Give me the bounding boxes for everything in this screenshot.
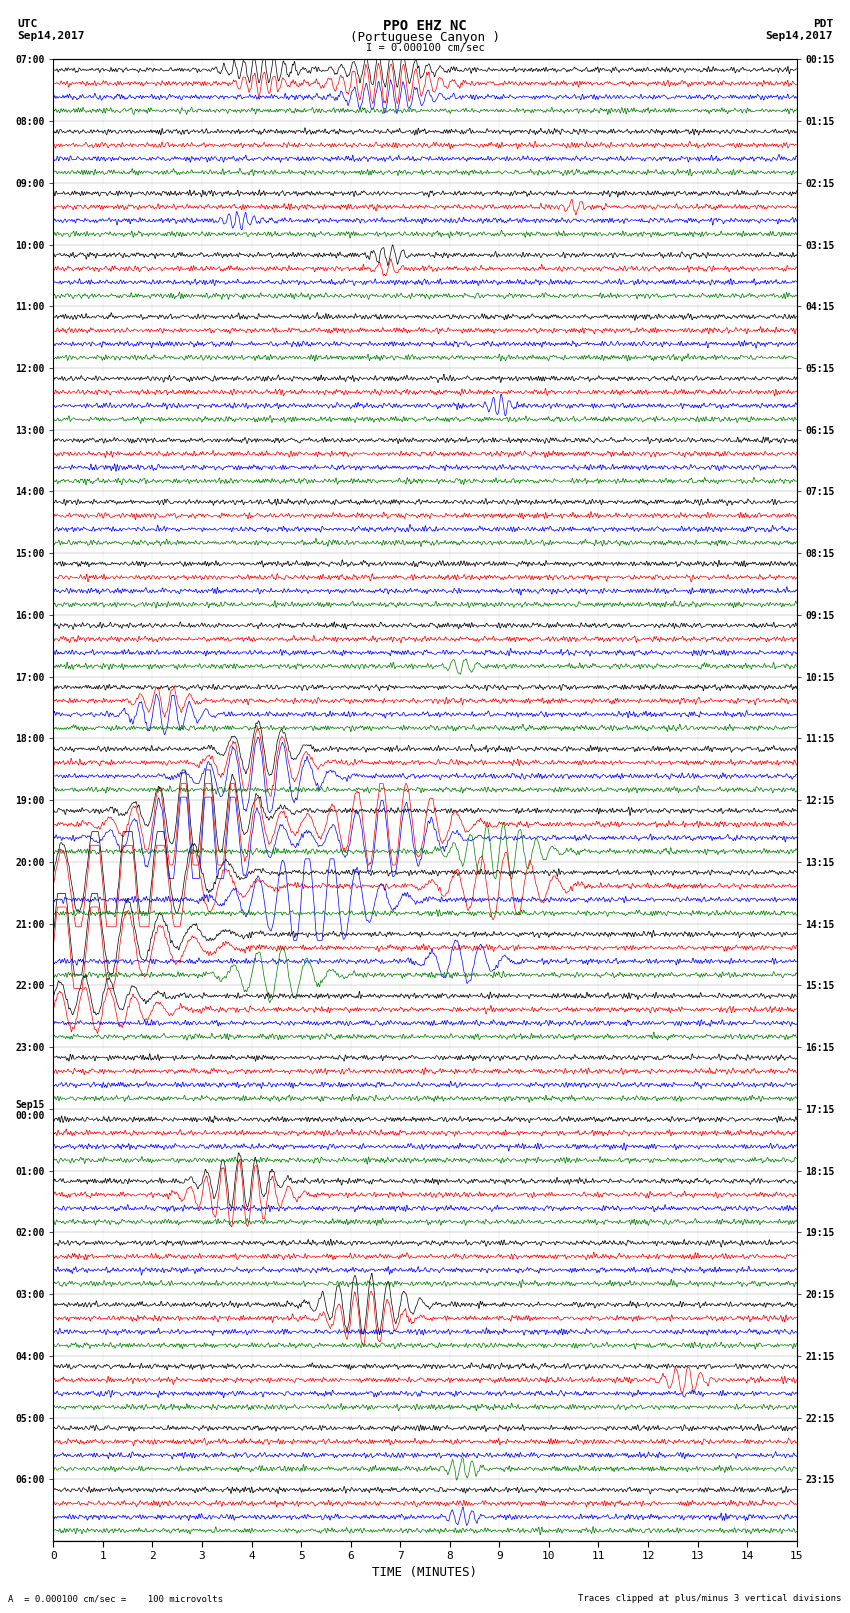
Text: (Portuguese Canyon ): (Portuguese Canyon ) — [350, 31, 500, 44]
Text: PPO EHZ NC: PPO EHZ NC — [383, 18, 467, 32]
Text: A  = 0.000100 cm/sec =    100 microvolts: A = 0.000100 cm/sec = 100 microvolts — [8, 1594, 224, 1603]
Text: Sep14,2017: Sep14,2017 — [766, 31, 833, 40]
Text: Sep14,2017: Sep14,2017 — [17, 31, 84, 40]
Text: Traces clipped at plus/minus 3 vertical divisions: Traces clipped at plus/minus 3 vertical … — [578, 1594, 842, 1603]
Text: UTC: UTC — [17, 18, 37, 29]
Text: PDT: PDT — [813, 18, 833, 29]
Text: I = 0.000100 cm/sec: I = 0.000100 cm/sec — [366, 44, 484, 53]
X-axis label: TIME (MINUTES): TIME (MINUTES) — [372, 1566, 478, 1579]
